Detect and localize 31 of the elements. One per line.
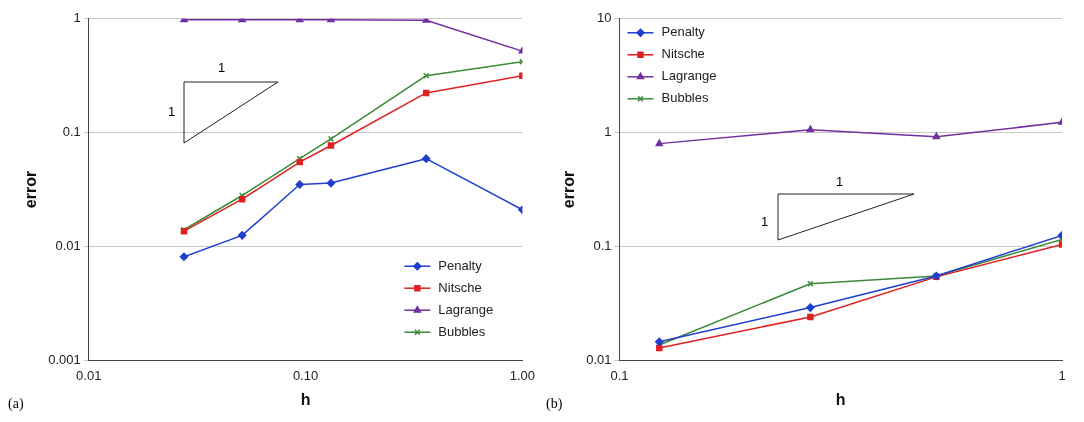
y-tick-label: 0.001 (48, 351, 81, 367)
legend-label: Lagrange (661, 68, 717, 84)
x-axis-title: h (835, 390, 846, 408)
x-tick-label: 0.01 (76, 367, 102, 383)
annotation: 1 (168, 104, 176, 119)
y-tick-label: 1 (73, 10, 81, 26)
annotation: 1 (761, 214, 769, 229)
x-axis-title: h (300, 390, 311, 408)
text: (a) (8, 396, 24, 412)
y-tick-label: 0.01 (55, 237, 81, 253)
legend-label: Bubbles (661, 90, 709, 106)
y-tick-label: 0.1 (593, 237, 612, 253)
y-axis-title: error (22, 170, 40, 209)
y-axis-title: error (560, 170, 578, 209)
x-tick-label: 0.10 (292, 367, 319, 383)
legend-label: Nitsche (438, 279, 482, 295)
legend-label: Bubbles (438, 323, 486, 339)
y-tick-label: 10 (597, 10, 612, 26)
legend-label: Lagrange (438, 301, 494, 317)
x-tick-label: 1 (1058, 367, 1066, 383)
legend-label: Nitsche (661, 46, 705, 62)
legend-label: Penalty (438, 257, 483, 273)
y-tick-label: 0.01 (586, 351, 612, 367)
text: (b) (546, 396, 563, 412)
x-tick-label: 0.1 (610, 367, 629, 383)
annotation: 1 (218, 60, 226, 75)
legend-label: Penalty (661, 24, 706, 40)
y-tick-label: 0.1 (62, 124, 81, 140)
annotation: 1 (836, 174, 844, 189)
x-tick-label: 1.00 (509, 367, 536, 383)
y-tick-label: 1 (604, 124, 612, 140)
